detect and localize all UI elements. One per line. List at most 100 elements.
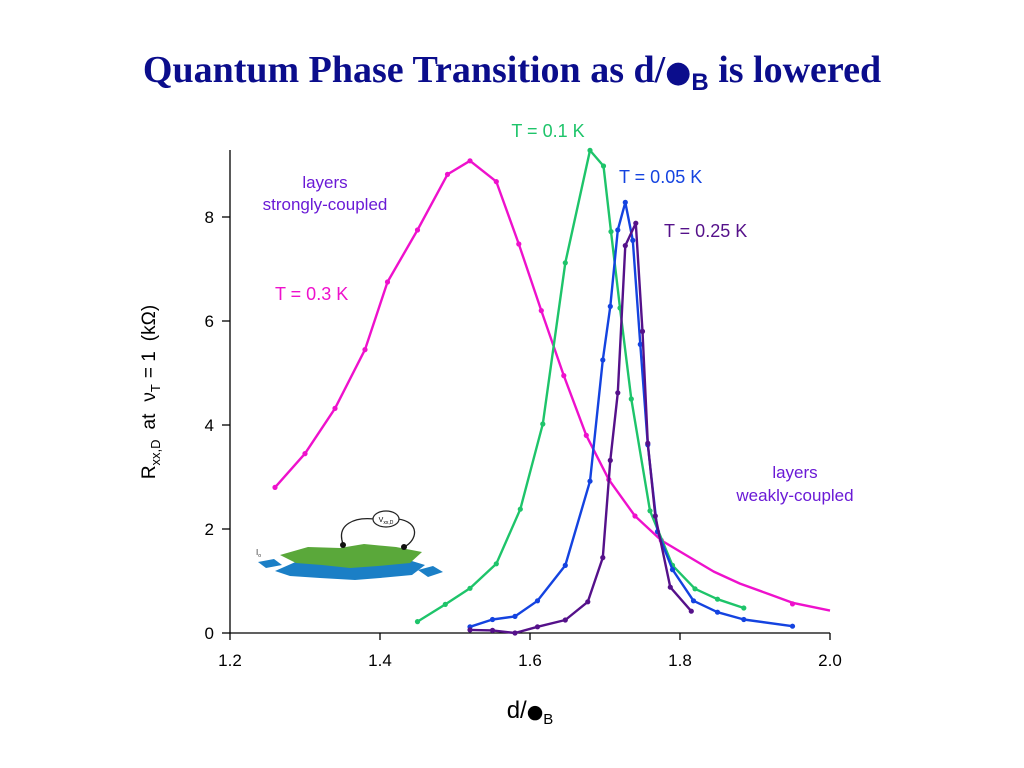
data-point xyxy=(512,630,518,636)
data-point xyxy=(414,619,421,625)
title-prefix: Quantum Phase Transition as d/ xyxy=(142,49,666,91)
x-axis-title: d/●B xyxy=(507,697,554,728)
y-axis-unit: (kΩ) xyxy=(139,305,160,341)
data-point xyxy=(667,584,673,590)
y-axis-eq: = 1 xyxy=(139,351,160,378)
data-point xyxy=(632,513,638,519)
data-point xyxy=(690,598,697,604)
data-point xyxy=(645,440,651,446)
data-point xyxy=(639,328,646,334)
device-inset-diagram: Vxx,D Io xyxy=(256,510,443,580)
inset-wire xyxy=(340,518,416,548)
data-point xyxy=(562,260,568,266)
title-dot-symbol: ● xyxy=(665,55,692,90)
x-axis-main: d/ xyxy=(507,697,527,724)
y-axis-nu: ν xyxy=(139,392,160,402)
data-point xyxy=(442,601,448,608)
data-point xyxy=(561,373,567,379)
title-subscript: B xyxy=(691,69,709,96)
data-point xyxy=(647,508,653,514)
data-point xyxy=(789,623,796,629)
data-point xyxy=(538,308,544,314)
data-point xyxy=(302,451,308,457)
series-t-0-25-k xyxy=(467,220,694,636)
data-point xyxy=(608,229,614,235)
data-point xyxy=(489,616,496,623)
data-point xyxy=(622,199,628,205)
data-point xyxy=(741,616,747,623)
data-point xyxy=(444,171,451,177)
x-tick-label: 2.0 xyxy=(818,651,842,670)
data-point xyxy=(493,561,499,567)
data-point xyxy=(534,624,541,630)
data-point xyxy=(630,237,636,243)
inset-voltmeter-label: Vxx,D xyxy=(379,517,394,526)
data-point xyxy=(489,627,496,634)
series-t-0-1-k xyxy=(414,147,747,625)
data-point xyxy=(789,601,796,607)
data-point xyxy=(583,432,589,438)
data-point xyxy=(741,605,747,611)
x-tick-label: 1.8 xyxy=(668,651,692,670)
y-axis-r-sub: xx,D xyxy=(148,439,163,465)
y-tick-label: 4 xyxy=(205,416,214,435)
data-point xyxy=(692,586,698,592)
data-point xyxy=(587,147,593,153)
data-point xyxy=(600,357,606,363)
data-point xyxy=(600,555,606,561)
y-tick-label: 8 xyxy=(205,208,214,227)
data-point xyxy=(633,220,639,226)
data-point xyxy=(540,421,546,427)
inset-top-layer xyxy=(280,544,422,568)
y-axis-title: Rxx,D at νT = 1 (kΩ) xyxy=(139,305,163,479)
data-point xyxy=(517,506,523,512)
x-tick-label: 1.4 xyxy=(368,651,392,670)
data-point xyxy=(467,158,473,164)
data-point xyxy=(362,347,368,353)
y-tick-label: 6 xyxy=(205,312,214,331)
y-axis-nu-sub: T xyxy=(148,384,163,392)
axes: 1.2 1.4 1.6 1.8 2.0 0 2 4 6 8 xyxy=(205,150,842,670)
data-point xyxy=(332,405,338,411)
label-strong-line2: strongly-coupled xyxy=(263,195,388,214)
series-t-0-05-k xyxy=(467,199,796,630)
data-point xyxy=(516,241,522,247)
inset-contact-right xyxy=(401,544,407,550)
title-suffix: is lowered xyxy=(708,49,882,91)
x-axis-dot: ● xyxy=(527,701,544,723)
data-point xyxy=(512,613,518,620)
y-tick-label: 0 xyxy=(205,624,214,643)
data-point xyxy=(467,627,473,633)
data-point xyxy=(607,303,613,309)
data-point xyxy=(587,478,593,484)
label-t-0-05: T = 0.05 K xyxy=(619,167,702,187)
x-tick-label: 1.2 xyxy=(218,651,242,670)
data-point xyxy=(534,598,541,604)
slide-title: Quantum Phase Transition as d/●B is lowe… xyxy=(0,49,1024,96)
data-point xyxy=(714,596,721,602)
x-axis-sub: B xyxy=(543,711,553,728)
label-t-0-1: T = 0.1 K xyxy=(511,121,584,141)
label-t-0-3: T = 0.3 K xyxy=(275,284,348,304)
data-point xyxy=(562,617,568,623)
series-layer xyxy=(272,147,831,636)
series-line xyxy=(469,221,693,635)
data-point xyxy=(384,279,391,285)
data-point xyxy=(600,163,607,169)
data-point xyxy=(637,341,643,347)
inset-current-label: Io xyxy=(256,548,261,559)
x-tick-label: 1.6 xyxy=(518,651,542,670)
data-point xyxy=(622,243,628,249)
data-point xyxy=(688,608,694,614)
label-weak-line2: weakly-coupled xyxy=(735,486,853,505)
y-axis-r: R xyxy=(139,465,160,479)
data-point xyxy=(493,179,499,185)
data-point xyxy=(467,585,473,591)
data-point xyxy=(615,227,621,233)
label-strong-line1: layers xyxy=(302,173,347,192)
inset-arrow-right xyxy=(418,566,443,577)
data-point xyxy=(607,457,613,463)
data-point xyxy=(615,390,621,396)
inset-arrow-left xyxy=(258,559,282,568)
